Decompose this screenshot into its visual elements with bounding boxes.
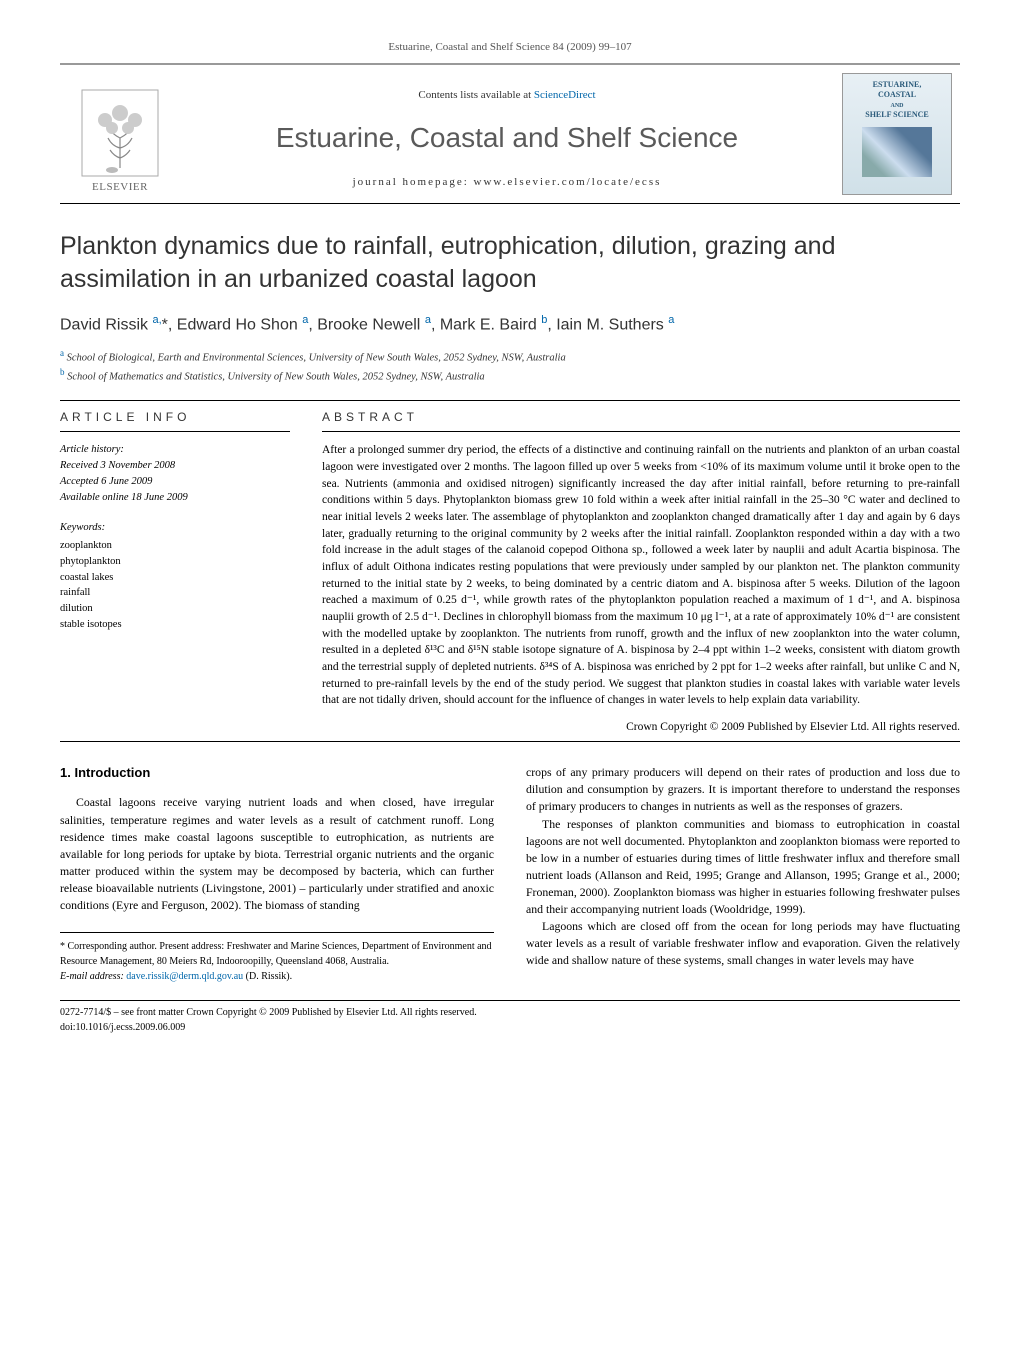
keywords-label: Keywords: (60, 521, 290, 536)
journal-homepage: journal homepage: www.elsevier.com/locat… (190, 175, 824, 190)
abstract-text: After a prolonged summer dry period, the… (322, 442, 960, 709)
email-line: E-mail address: dave.rissik@derm.qld.gov… (60, 969, 494, 984)
intro-para-1-left: Coastal lagoons receive varying nutrient… (60, 794, 494, 914)
journal-title: Estuarine, Coastal and Shelf Science (190, 118, 824, 157)
cover-line-4: SHELF SCIENCE (865, 110, 929, 119)
intro-para-1-right: crops of any primary producers will depe… (526, 764, 960, 815)
left-column: 1. Introduction Coastal lagoons receive … (60, 764, 494, 984)
email-suffix: (D. Rissik). (243, 971, 292, 982)
article-info-column: ARTICLE INFO Article history: Received 3… (60, 401, 290, 736)
cover-line-2: COASTAL (878, 90, 916, 99)
affiliations: a School of Biological, Earth and Enviro… (60, 347, 960, 386)
article-history: Article history: Received 3 November 200… (60, 442, 290, 505)
abstract-copyright: Crown Copyright © 2009 Published by Else… (322, 719, 960, 735)
info-abstract-row: ARTICLE INFO Article history: Received 3… (60, 401, 960, 736)
email-link[interactable]: dave.rissik@derm.qld.gov.au (126, 971, 243, 982)
affiliation-b: b School of Mathematics and Statistics, … (60, 366, 960, 385)
abstract-bottom-rule (60, 741, 960, 742)
publisher-logo: ELSEVIER (60, 65, 180, 203)
journal-cover-thumbnail: ESTUARINE, COASTAL AND SHELF SCIENCE (842, 73, 952, 195)
abstract-head: ABSTRACT (322, 401, 960, 433)
corresponding-author-note: * Corresponding author. Present address:… (60, 939, 494, 969)
footnotes: * Corresponding author. Present address:… (60, 932, 494, 984)
cover-image (862, 127, 932, 177)
accepted-date: Accepted 6 June 2009 (60, 474, 290, 490)
affiliation-a: a School of Biological, Earth and Enviro… (60, 347, 960, 366)
article-info-head: ARTICLE INFO (60, 401, 290, 433)
author-list: David Rissik a,*, Edward Ho Shon a, Broo… (60, 313, 960, 337)
email-label: E-mail address: (60, 971, 126, 982)
introduction-columns: 1. Introduction Coastal lagoons receive … (60, 764, 960, 984)
homepage-prefix: journal homepage: (353, 176, 474, 188)
homepage-url[interactable]: www.elsevier.com/locate/ecss (474, 176, 662, 188)
received-date: Received 3 November 2008 (60, 458, 290, 474)
footer-copyright: 0272-7714/$ – see front matter Crown Cop… (60, 1005, 960, 1020)
sciencedirect-link[interactable]: ScienceDirect (534, 89, 596, 101)
cover-line-1: ESTUARINE, (873, 80, 922, 89)
abstract-column: ABSTRACT After a prolonged summer dry pe… (322, 401, 960, 736)
article-title: Plankton dynamics due to rainfall, eutro… (60, 230, 960, 295)
footer-doi: doi:10.1016/j.ecss.2009.06.009 (60, 1020, 960, 1035)
journal-block: Contents lists available at ScienceDirec… (180, 65, 834, 203)
online-date: Available online 18 June 2009 (60, 490, 290, 506)
keywords-list: zooplanktonphytoplanktoncoastal lakesrai… (60, 538, 290, 633)
history-label: Article history: (60, 442, 290, 458)
aff-a-text: School of Biological, Earth and Environm… (67, 353, 566, 364)
cover-line-3: AND (891, 103, 904, 109)
contents-prefix: Contents lists available at (418, 89, 533, 101)
contents-available-line: Contents lists available at ScienceDirec… (190, 88, 824, 103)
running-header: Estuarine, Coastal and Shelf Science 84 … (60, 40, 960, 55)
aff-b-text: School of Mathematics and Statistics, Un… (67, 372, 485, 383)
introduction-heading: 1. Introduction (60, 764, 494, 782)
publisher-name: ELSEVIER (92, 180, 148, 195)
page-footer: 0272-7714/$ – see front matter Crown Cop… (60, 1000, 960, 1035)
intro-para-2: The responses of plankton communities an… (526, 816, 960, 919)
cover-title: ESTUARINE, COASTAL AND SHELF SCIENCE (865, 80, 929, 119)
right-column: crops of any primary producers will depe… (526, 764, 960, 984)
elsevier-tree-icon (80, 88, 160, 178)
masthead: ELSEVIER Contents lists available at Sci… (60, 64, 960, 204)
intro-para-3: Lagoons which are closed off from the oc… (526, 918, 960, 969)
